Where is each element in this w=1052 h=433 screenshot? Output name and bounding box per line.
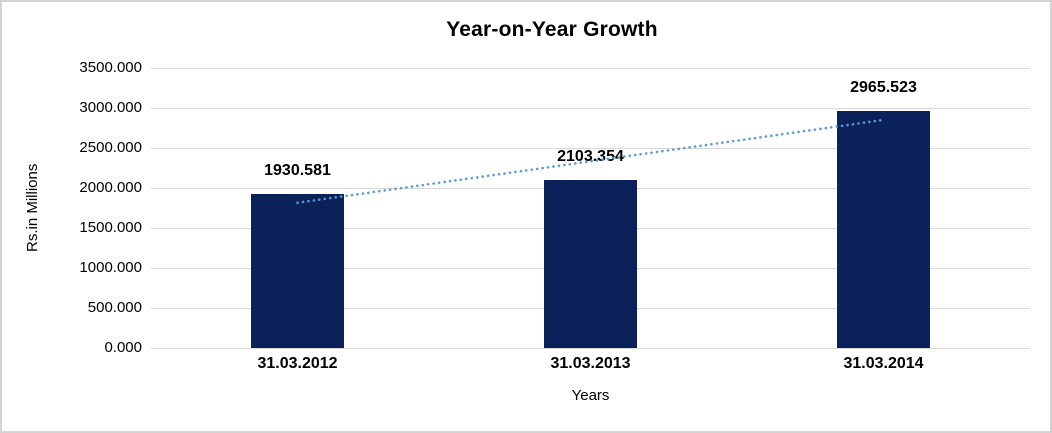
gridline	[151, 107, 1030, 109]
bar	[544, 179, 637, 348]
bar	[837, 110, 930, 348]
y-tick-label: 3000.000	[79, 99, 142, 116]
plot-area: 0.000 500.000 1000.000 1500.000 2000.000 2500…	[79, 59, 1030, 372]
bar	[251, 193, 344, 348]
y-tick-label: 2500.000	[79, 139, 142, 156]
y-tick-label: 1500.000	[79, 219, 142, 236]
y-tick-label: 500.000	[87, 299, 142, 316]
x-tick-label: 31.03.2014	[843, 355, 924, 372]
gridline	[151, 147, 1030, 149]
bar-value-label: 2965.523	[850, 78, 917, 96]
chart-title: Year-on-Year Growth	[446, 18, 658, 41]
bar-value-label: 2103.354	[557, 147, 624, 165]
y-tick-label: 1000.000	[79, 259, 142, 276]
gridline	[151, 347, 1030, 349]
x-tick-label: 31.03.2013	[550, 355, 631, 372]
x-tick-label: 31.03.2012	[257, 355, 338, 372]
y-tick-label: 0.000	[104, 339, 142, 356]
gridline	[151, 67, 1030, 69]
y-tick-label: 3500.000	[79, 59, 142, 76]
y-tick-label: 2000.000	[79, 179, 142, 196]
bar-value-label: 1930.581	[264, 161, 331, 179]
trendline	[296, 118, 885, 205]
x-axis-title: Years	[571, 387, 610, 404]
